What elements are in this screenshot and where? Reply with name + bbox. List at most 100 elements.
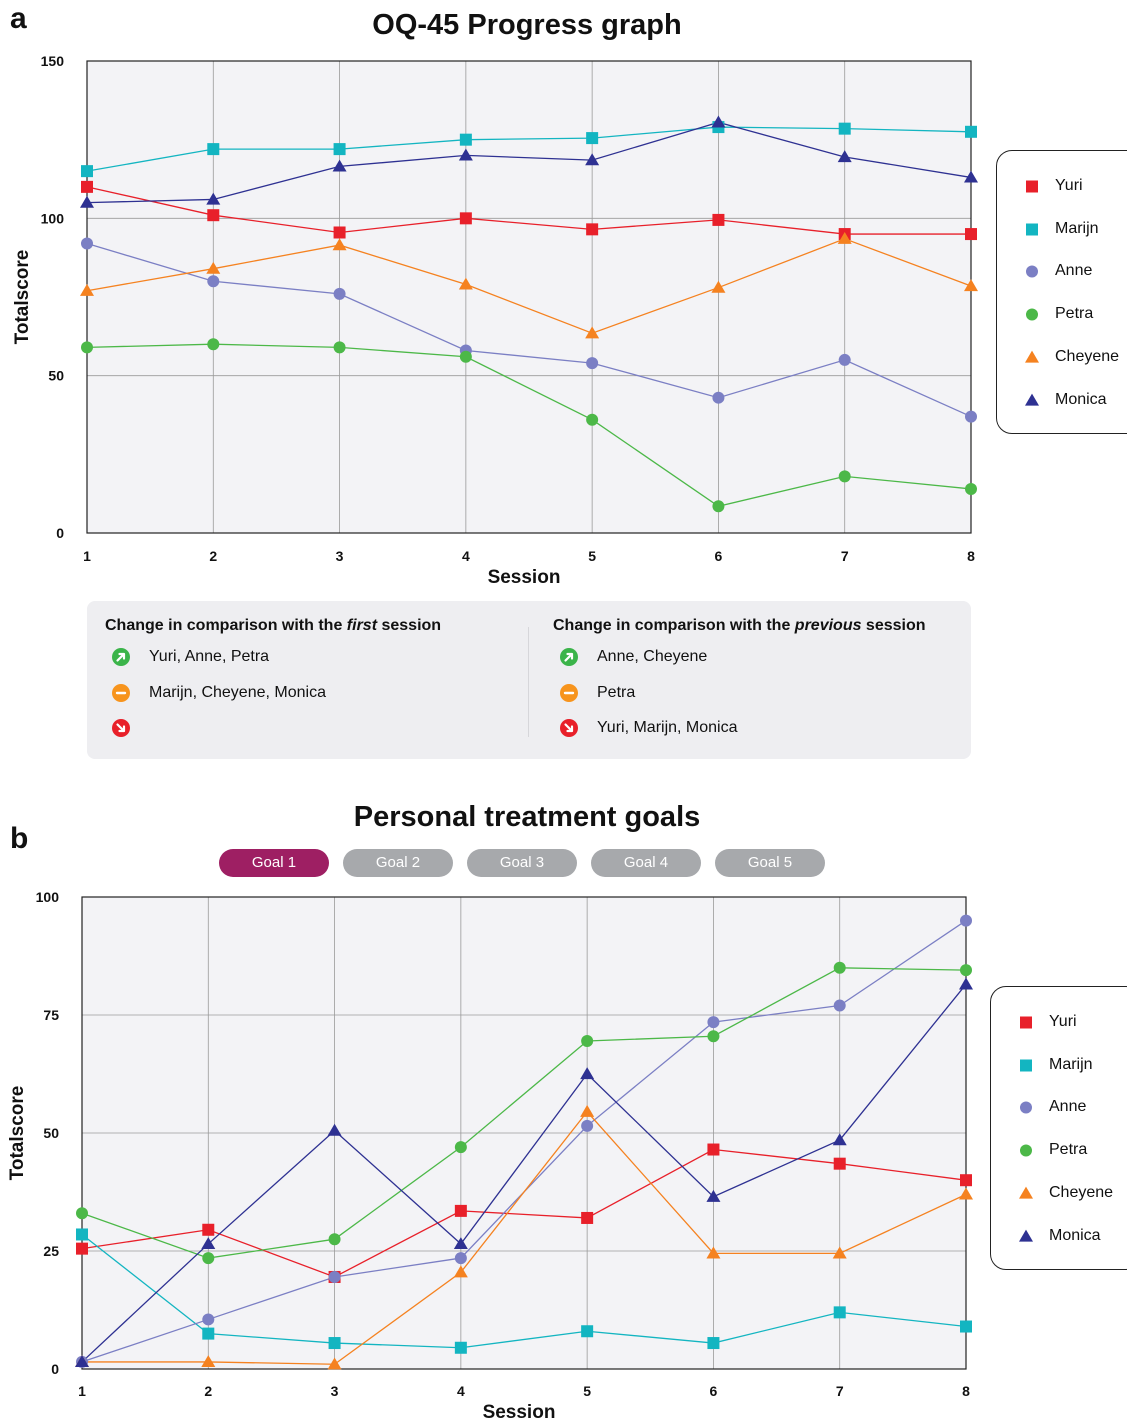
data-point-anne [333, 287, 346, 300]
legend-swatch [1026, 223, 1038, 236]
data-point-yuri [81, 180, 93, 193]
y-tick-label: 0 [51, 1361, 59, 1377]
data-point-marijn [586, 132, 599, 145]
data-point-petra [586, 413, 599, 426]
tab-goal-5[interactable]: Goal 5 [715, 849, 825, 877]
data-point-cheyene [80, 283, 94, 296]
data-point-petra [581, 1034, 594, 1047]
legend-swatch [1025, 350, 1039, 363]
y-tick-label: 50 [43, 1125, 59, 1141]
x-tick-label: 7 [836, 1383, 844, 1399]
x-tick-label: 5 [588, 548, 596, 564]
data-point-anne [833, 999, 846, 1012]
data-point-monica [206, 192, 221, 205]
data-point-petra [454, 1141, 467, 1154]
chart-title: Personal treatment goals [354, 801, 701, 833]
data-point-anne [328, 1270, 341, 1283]
y-tick-label: 150 [41, 53, 65, 69]
legend-item-yuri: Yuri [991, 1010, 1077, 1034]
legend-swatch [1026, 180, 1038, 193]
data-point-cheyene [206, 261, 221, 274]
legend-label: Marijn [1049, 1055, 1093, 1073]
data-point-anne [81, 237, 93, 250]
data-point-yuri [712, 213, 725, 226]
legend-label: Monica [1049, 1226, 1101, 1244]
circle-marker-icon [1026, 265, 1038, 278]
data-point-cheyene [585, 326, 600, 339]
legend-item-anne: Anne [997, 259, 1092, 283]
legend-swatch [1025, 393, 1039, 406]
data-point-monica [453, 1237, 468, 1250]
legend-item-anne: Anne [991, 1095, 1086, 1119]
legend-label: Cheyene [1055, 347, 1120, 365]
tab-goal-3[interactable]: Goal 3 [467, 849, 577, 877]
chart-oq45: 0 50 100 150 1 2 3 4 5 6 7 8 OQ-45 Progress graph Ses… [12, 9, 978, 588]
data-point-yuri [202, 1223, 215, 1236]
x-tick-label: 4 [462, 548, 470, 564]
tab-goal-2[interactable]: Goal 2 [343, 849, 453, 877]
data-point-yuri [965, 228, 977, 241]
panel-letter-a: a [10, 2, 27, 35]
legend-label: Marijn [1055, 219, 1099, 237]
series-line-yuri [86, 186, 971, 235]
data-point-yuri [459, 212, 472, 225]
series-line-cheyene [82, 1110, 967, 1365]
square-marker-icon [1026, 180, 1038, 193]
data-point-yuri [586, 223, 599, 236]
minus-icon [560, 684, 578, 702]
series-line-cheyene [86, 238, 972, 334]
legend-label: Anne [1049, 1098, 1087, 1116]
data-point-marijn [707, 1337, 720, 1350]
data-point-anne [707, 1016, 720, 1029]
data-point-anne [712, 391, 725, 404]
data-point-cheyene [964, 279, 978, 292]
data-point-cheyene [706, 1246, 721, 1259]
x-axis-label: Session [483, 1402, 556, 1422]
y-axis-label: Totalscore [7, 1086, 28, 1181]
data-point-marijn [960, 1320, 972, 1333]
data-point-petra [712, 500, 725, 513]
series-line-marijn [81, 1233, 967, 1349]
triangle-marker-icon [1019, 1186, 1033, 1199]
data-point-cheyene [711, 280, 726, 293]
legend-swatch [1020, 1016, 1032, 1029]
triangle-marker-icon [1025, 350, 1039, 363]
change-first-worsened [111, 718, 149, 738]
change-summary-box: Change in comparison with the first sess… [87, 601, 971, 759]
triangle-marker-icon [1025, 393, 1039, 406]
legend-item-petra: Petra [991, 1138, 1087, 1162]
legend-swatch [1026, 265, 1038, 278]
data-point-petra [328, 1233, 341, 1246]
tab-goal-4[interactable]: Goal 4 [591, 849, 701, 877]
legend-swatch [1026, 308, 1038, 321]
data-point-marijn [838, 122, 851, 135]
data-point-cheyene [453, 1265, 468, 1278]
square-marker-icon [1026, 223, 1038, 236]
data-point-petra [207, 338, 220, 351]
legend-item-marijn: Marijn [991, 1053, 1093, 1077]
data-point-petra [960, 964, 972, 977]
change-divider [528, 627, 529, 737]
data-point-marijn [202, 1327, 215, 1340]
x-tick-label: 8 [962, 1383, 970, 1399]
data-point-marijn [76, 1228, 88, 1241]
legend-swatch [1020, 1101, 1032, 1114]
data-point-petra [81, 341, 93, 354]
data-point-anne [960, 914, 972, 927]
x-tick-label: 6 [710, 1383, 718, 1399]
arrow-down-right-icon [112, 719, 130, 737]
data-point-monica [832, 1133, 847, 1146]
data-point-monica [959, 977, 973, 990]
data-point-petra [707, 1030, 720, 1043]
series-line-monica [86, 121, 972, 204]
data-point-petra [459, 350, 472, 363]
tab-goal-1[interactable]: Goal 1 [219, 849, 329, 877]
x-tick-label: 3 [336, 548, 344, 564]
x-tick-label: 2 [209, 548, 217, 564]
legend-label: Yuri [1055, 177, 1083, 194]
legend-swatch [1019, 1229, 1033, 1242]
legend-label: Anne [1055, 262, 1093, 280]
data-point-marijn [207, 143, 220, 156]
data-point-anne [838, 353, 851, 366]
data-point-monica [327, 1123, 342, 1136]
